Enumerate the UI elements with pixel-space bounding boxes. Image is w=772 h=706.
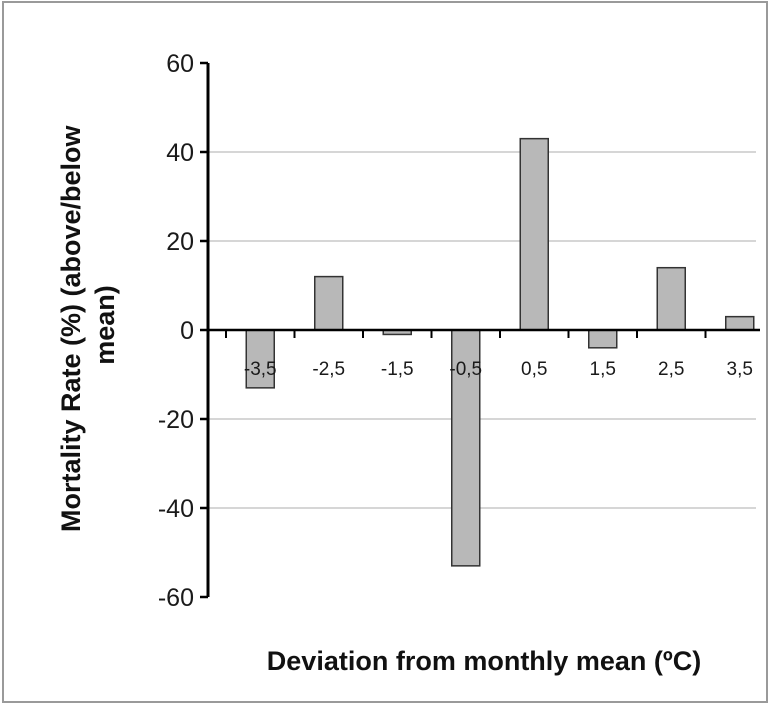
gridlines [208, 151, 756, 509]
x-tick-label: 0,5 [521, 359, 547, 380]
bar [725, 315, 755, 331]
y-axis-title: Mortality Rate (%) (above/below mean) [56, 118, 120, 532]
y-axis-title-line-2: mean) [90, 285, 120, 365]
y-tick-label: 0 [180, 317, 194, 345]
bar [519, 137, 549, 331]
x-axis-title: Deviation from monthly mean (ºC) [267, 646, 701, 676]
bar [451, 329, 481, 567]
y-tick-label: -60 [158, 584, 194, 612]
bar [314, 275, 344, 331]
y-tick-label: -40 [158, 495, 194, 523]
x-tick-label: -3,5 [244, 359, 277, 380]
y-tick-label: 60 [166, 50, 194, 78]
y-axis-title-line-1: Mortality Rate (%) (above/below [56, 124, 86, 532]
bar [245, 329, 275, 389]
x-tick-label: 1,5 [590, 359, 616, 380]
bar [588, 329, 618, 349]
y-tick-label: 20 [166, 228, 194, 256]
y-tick-label: -20 [158, 406, 194, 434]
x-tick-labels: -3,5 -2,5 -1,5 -0,5 0,5 1,5 2,5 3,5 [244, 359, 753, 380]
y-tick-labels: 60 40 20 0 -20 -40 -60 [158, 50, 194, 612]
bar [656, 266, 686, 331]
axes [200, 61, 760, 599]
x-tick-label: 2,5 [658, 359, 684, 380]
y-tick-label: 40 [166, 139, 194, 167]
x-tick-label: -2,5 [312, 359, 345, 380]
x-tick-label: 3,5 [727, 359, 753, 380]
x-tick-label: -0,5 [449, 359, 482, 380]
bars [245, 137, 755, 567]
x-tick-label: -1,5 [381, 359, 414, 380]
